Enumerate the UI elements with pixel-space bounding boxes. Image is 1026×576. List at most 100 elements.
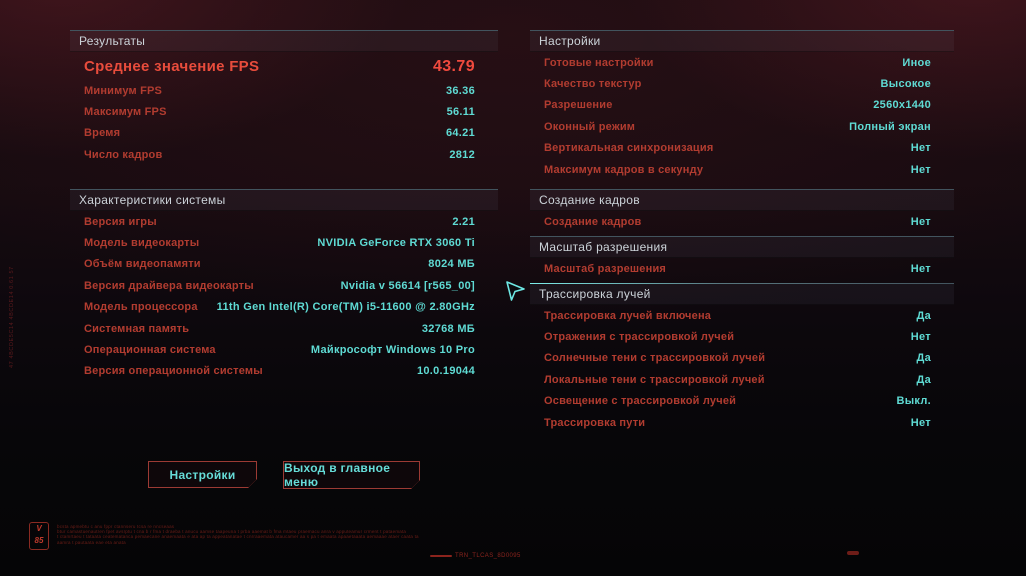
row-value: 64.21 [445,127,475,140]
row-value: 11th Gen Intel(R) Core(TM) i5-11600 @ 2.… [216,301,475,314]
row-value: 2560x1440 [873,99,931,112]
stat-row: Минимум FPS 36.36 [70,80,498,101]
fine-print-line: bcsta apmebtu c anu fppr ctannseru tcsa … [57,524,175,529]
row-value: Нет [910,262,931,275]
stat-row: Модель видеокарты NVIDIA GeForce RTX 3060… [70,232,498,253]
row-label: Локальные тени с трассировкой лучей [544,373,765,386]
stat-row: Отражения с трассировкой лучей Нет [530,326,954,347]
stat-row: Версия игры 2.21 [70,211,498,232]
ray-tracing-rows: Трассировка лучей включена Да Отражения с … [530,305,954,433]
row-value: 36.36 [445,84,475,97]
stat-row: Разрешение 2560x1440 [530,95,954,116]
row-label: Солнечные тени с трассировкой лучей [544,352,766,365]
row-label: Максимум кадров в секунду [544,163,704,176]
results-rows: Минимум FPS 36.36 Максимум FPS 56.11 Время 64… [70,80,498,166]
build-code-text: TRN_TLCAS_8D0095 [455,553,521,559]
results-section: Результаты Среднее значение FPS 43.79 Ми… [70,30,498,166]
exit-main-menu-button[interactable]: Выход в главное меню [283,461,420,489]
stat-row: Трассировка пути Нет [530,412,954,433]
row-value: Выкл. [896,395,931,408]
row-label: Оконный режим [544,120,636,133]
stat-row: Создание кадров Нет [530,211,954,232]
row-label: Версия игры [84,215,157,228]
stat-row: Версия операционной системы 10.0.19044 [70,361,498,382]
resolution-scaling-section: Масштаб разрешения Масштаб разрешения Нет [530,236,954,279]
section-divider [530,30,954,31]
stat-row: Число кадров 2812 [70,144,498,165]
frame-generation-section: Создание кадров Создание кадров Нет [530,189,954,232]
section-divider [70,189,498,190]
row-label: Минимум FPS [84,84,163,97]
stat-row: Качество текстур Высокое [530,73,954,94]
row-value: 56.11 [446,106,475,119]
row-value: 2812 [449,148,475,161]
row-label: Модель процессора [84,301,198,314]
average-fps-row: Среднее значение FPS 43.79 [70,52,498,80]
section-divider [70,30,498,31]
side-decorative-text: 47 4BCDE5C14 4BCDE14 0.61 57 [9,266,15,368]
row-label: Число кадров [84,148,163,161]
row-value: 10.0.19044 [416,365,475,378]
fine-print-line: aamra t pautaata eae eta anata [57,539,126,545]
row-label: Вертикальная синхронизация [544,142,714,155]
stat-row: Готовые настройки Иное [530,52,954,73]
row-value: 2.21 [452,215,475,228]
row-value: Nvidia v 56614 [r565_00] [340,279,475,292]
stat-row: Операционная система Майкрософт Windows 1… [70,339,498,360]
bottom-right-marker [847,551,859,555]
stat-row: Освещение с трассировкой лучей Выкл. [530,391,954,412]
row-label: Трассировка пути [544,416,646,429]
results-section-header: Результаты [70,31,498,52]
stat-row: Модель процессора 11th Gen Intel(R) Core(… [70,297,498,318]
system-specs-rows: Версия игры 2.21 Модель видеокарты NVIDIA G… [70,211,498,382]
settings-rows: Готовые настройки Иное Качество текстур Выс… [530,52,954,180]
average-fps-value: 43.79 [432,57,475,75]
settings-section: Настройки Готовые настройки Иное Качество … [530,30,954,180]
settings-section-header: Настройки [530,31,954,52]
fine-print-line: t ctamrtaeu t tataata ceatematanca pemae… [57,534,419,540]
frame-generation-rows: Создание кадров Нет [530,211,954,232]
row-label: Версия операционной системы [84,365,263,378]
stat-row: Вертикальная синхронизация Нет [530,138,954,159]
row-label: Объём видеопамяти [84,258,201,271]
stat-row: Трассировка лучей включена Да [530,305,954,326]
row-value: 32768 МБ [421,322,475,335]
version-badge: V 85 [29,522,49,550]
row-value: NVIDIA GeForce RTX 3060 Ti [317,237,475,250]
row-value: Полный экран [849,120,931,133]
section-divider [530,189,954,190]
row-label: Создание кадров [544,215,642,228]
settings-button[interactable]: Настройки [148,461,257,488]
row-value: Да [916,373,931,386]
fine-print-line: btur camastuenautren fpet avsrptu t cna … [57,529,407,535]
fine-print-text: bcsta apmebtu c anu fppr ctannseru tcsa … [57,524,877,545]
row-value: Высокое [880,78,931,91]
resolution-scaling-section-header: Масштаб разрешения [530,237,954,258]
row-label: Максимум FPS [84,106,167,119]
version-badge-top: V [36,524,42,533]
stat-row: Объём видеопамяти 8024 МБ [70,254,498,275]
row-value: Нет [910,142,931,155]
average-fps-label: Среднее значение FPS [84,58,260,75]
version-badge-bottom: 85 [34,536,44,545]
row-label: Отражения с трассировкой лучей [544,331,735,344]
stat-row: Максимум FPS 56.11 [70,101,498,122]
row-value: Да [916,352,931,365]
stat-row: Максимум кадров в секунду Нет [530,159,954,180]
row-value: 8024 МБ [428,258,475,271]
ray-tracing-section-header: Трассировка лучей [530,284,954,305]
row-value: Майкрософт Windows 10 Pro [310,344,475,357]
row-label: Модель видеокарты [84,237,200,250]
row-value: Нет [910,215,931,228]
stat-row: Масштаб разрешения Нет [530,258,954,279]
row-label: Разрешение [544,99,613,112]
stat-row: Солнечные тени с трассировкой лучей Да [530,348,954,369]
row-label: Освещение с трассировкой лучей [544,395,737,408]
section-divider-highlighted [530,283,954,284]
ray-tracing-section: Трассировка лучей Трассировка лучей вклю… [530,283,954,433]
row-value: Нет [910,416,931,429]
row-value: Нет [910,331,931,344]
row-value: Нет [910,163,931,176]
build-code: TRN_TLCAS_8D0095 [430,553,521,559]
